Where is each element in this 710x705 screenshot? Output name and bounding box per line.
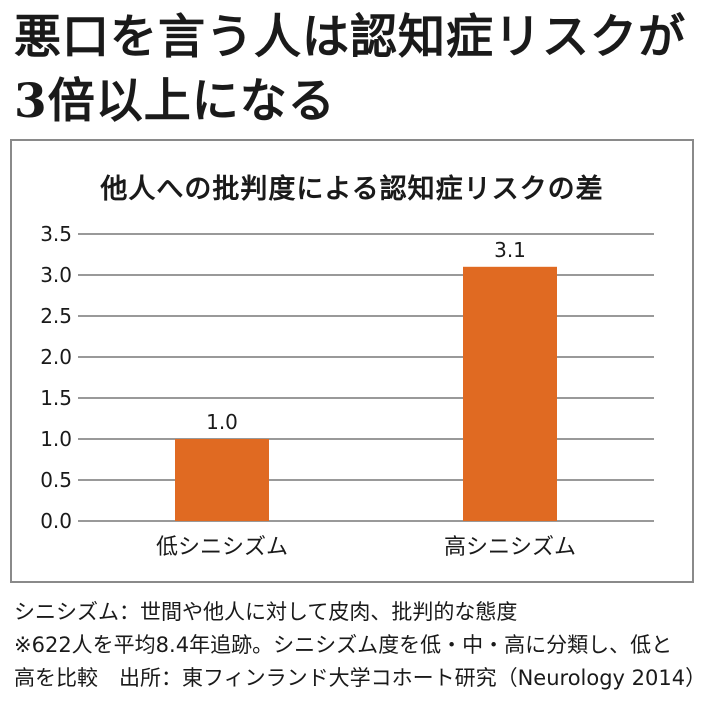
chart-panel: 他人への批判度による認知症リスクの差 0.0 0.5 1.0 1.5 2.0 2.5 3.0… — [10, 139, 694, 583]
y-tick-label: 3.0 — [40, 263, 72, 287]
y-tick-label: 0.5 — [40, 468, 72, 492]
headline: 悪口を言う人は認知症リスクが 3倍以上になる — [14, 6, 704, 134]
y-tick-label: 1.0 — [40, 427, 72, 451]
bar — [175, 439, 269, 521]
y-tick-label: 1.5 — [40, 386, 72, 410]
bar-chart: 0.0 0.5 1.0 1.5 2.0 2.5 3.0 3.5 1.0 低シニシズム 3.1 高シニシ… — [40, 222, 654, 560]
x-tick-label: 低シニシズム — [156, 535, 288, 560]
y-tick-label: 2.0 — [40, 345, 72, 369]
footnotes: シニシズム：世間や他人に対して皮肉、批判的な態度 ※622人を平均8.4年追跡。… — [14, 596, 706, 695]
bar — [463, 266, 557, 521]
data-label: 3.1 — [494, 238, 526, 262]
definition-note: シニシズム：世間や他人に対して皮肉、批判的な態度 — [14, 600, 518, 624]
chart-title: 他人への批判度による認知症リスクの差 — [100, 174, 604, 205]
source-note: 高を比較 出所：東フィンランド大学コホート研究（Neurology 2014） — [14, 666, 707, 690]
y-tick-label: 3.5 — [40, 222, 72, 246]
headline-line-2: 3倍以上になる — [14, 74, 336, 129]
y-tick-label: 2.5 — [40, 304, 72, 328]
y-tick-label: 0.0 — [40, 509, 72, 533]
study-note: ※622人を平均8.4年追跡。シニシズム度を低・中・高に分類し、低と — [14, 633, 673, 657]
headline-line-1: 悪口を言う人は認知症リスクが — [14, 10, 686, 65]
data-label: 1.0 — [206, 410, 238, 434]
x-tick-label: 高シニシズム — [444, 535, 576, 560]
